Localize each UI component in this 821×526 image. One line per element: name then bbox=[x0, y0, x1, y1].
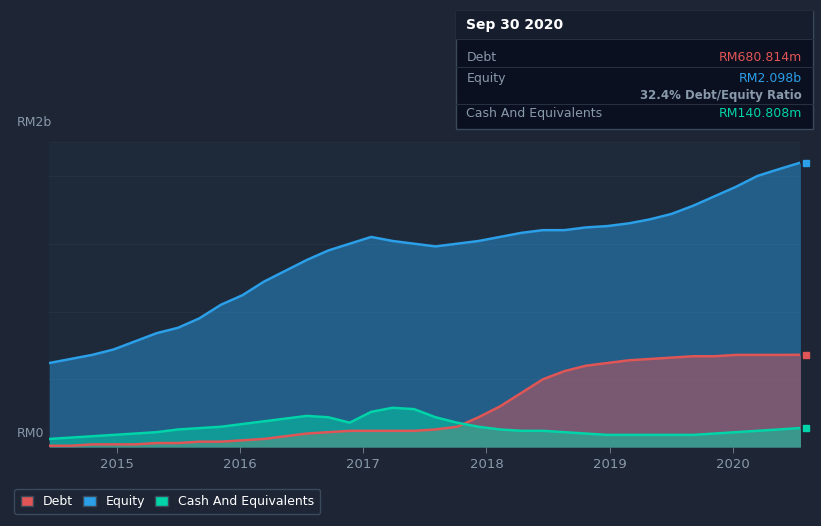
Text: Cash And Equivalents: Cash And Equivalents bbox=[466, 107, 603, 120]
Text: Sep 30 2020: Sep 30 2020 bbox=[466, 18, 563, 32]
Text: RM140.808m: RM140.808m bbox=[718, 107, 802, 120]
Text: RM2b: RM2b bbox=[16, 116, 52, 129]
Text: RM0: RM0 bbox=[16, 428, 44, 440]
Text: 32.4% Debt/Equity Ratio: 32.4% Debt/Equity Ratio bbox=[640, 89, 802, 103]
Text: Debt: Debt bbox=[466, 51, 497, 64]
Text: Equity: Equity bbox=[466, 73, 506, 85]
Text: RM680.814m: RM680.814m bbox=[719, 51, 802, 64]
Text: RM2.098b: RM2.098b bbox=[739, 73, 802, 85]
Legend: Debt, Equity, Cash And Equivalents: Debt, Equity, Cash And Equivalents bbox=[15, 489, 320, 514]
